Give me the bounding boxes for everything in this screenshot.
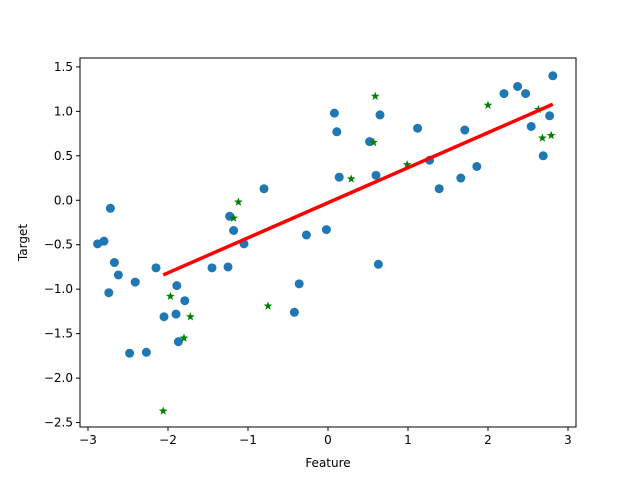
data-point-star bbox=[229, 213, 238, 222]
data-point-star bbox=[402, 160, 412, 169]
data-point-star bbox=[166, 291, 175, 301]
data-point-star bbox=[483, 100, 493, 109]
x-tick-label: 1 bbox=[404, 433, 412, 447]
data-point-star bbox=[263, 301, 273, 310]
data-point-circle bbox=[259, 184, 269, 194]
x-tick-label: 2 bbox=[484, 433, 492, 447]
data-point-circle bbox=[173, 337, 183, 347]
data-point-circle bbox=[104, 288, 114, 298]
data-point-circle bbox=[545, 111, 555, 121]
data-point-circle bbox=[229, 225, 239, 235]
data-point-circle bbox=[434, 184, 444, 194]
data-point-circle bbox=[171, 309, 181, 319]
data-point-circle bbox=[472, 161, 482, 171]
data-point-circle bbox=[159, 312, 169, 322]
y-tick-label: 1.0 bbox=[54, 104, 73, 118]
data-point-circle bbox=[371, 170, 381, 180]
data-point-circle bbox=[289, 307, 299, 317]
x-axis-label: Feature bbox=[305, 456, 350, 470]
y-tick-label: −1.0 bbox=[44, 282, 73, 296]
data-point-circle bbox=[172, 281, 182, 291]
data-point-circle bbox=[321, 225, 331, 235]
data-point-circle bbox=[105, 203, 115, 213]
data-point-circle bbox=[375, 110, 385, 120]
y-axis-ticks: −2.5 −2.0 −1.5 −1.0 −0.5 0.0 0.5 1.0 1.5 bbox=[44, 60, 80, 430]
data-point-star bbox=[234, 197, 243, 206]
data-point-circle bbox=[130, 277, 140, 287]
plot-area bbox=[93, 71, 558, 415]
x-tick-label: −1 bbox=[239, 433, 257, 447]
y-tick-label: 0.0 bbox=[54, 193, 73, 207]
data-point-circle bbox=[499, 89, 509, 99]
data-point-star bbox=[546, 130, 556, 140]
data-point-circle bbox=[413, 123, 423, 133]
data-point-circle bbox=[207, 263, 217, 273]
data-point-circle bbox=[301, 230, 311, 240]
x-axis-ticks: −3 −2 −1 0 1 2 3 bbox=[79, 427, 572, 447]
x-tick-label: 0 bbox=[324, 433, 332, 447]
y-axis-label: Target bbox=[16, 224, 30, 262]
y-tick-label: 1.5 bbox=[54, 60, 73, 74]
data-point-circle bbox=[329, 108, 339, 118]
data-point-circle bbox=[99, 236, 109, 246]
data-point-star bbox=[346, 174, 356, 183]
data-point-circle bbox=[151, 263, 161, 273]
data-point-circle bbox=[538, 151, 548, 161]
data-point-circle bbox=[180, 296, 190, 306]
data-point-star bbox=[186, 312, 195, 321]
data-point-circle bbox=[513, 81, 523, 91]
regression-line bbox=[162, 102, 554, 277]
data-point-circle bbox=[334, 172, 344, 182]
data-point-circle bbox=[141, 347, 151, 357]
data-point-star bbox=[370, 91, 380, 100]
data-point-circle bbox=[125, 348, 135, 358]
data-point-circle bbox=[526, 121, 536, 131]
data-point-star bbox=[538, 133, 547, 142]
x-tick-label: −3 bbox=[79, 433, 97, 447]
y-tick-label: −2.5 bbox=[44, 416, 73, 430]
y-tick-label: −2.0 bbox=[44, 371, 73, 385]
data-point-circle bbox=[460, 125, 470, 135]
data-point-circle bbox=[113, 270, 123, 280]
data-point-circle bbox=[373, 259, 383, 269]
data-point-circle bbox=[332, 127, 342, 137]
data-point-star bbox=[179, 333, 189, 342]
y-tick-label: −0.5 bbox=[44, 238, 73, 252]
data-point-circle bbox=[109, 258, 119, 268]
data-point-star bbox=[158, 406, 168, 415]
data-point-circle bbox=[456, 173, 466, 183]
x-tick-label: −2 bbox=[159, 433, 177, 447]
data-point-circle bbox=[294, 279, 304, 289]
y-tick-label: −1.5 bbox=[44, 327, 73, 341]
data-point-circle bbox=[548, 71, 558, 81]
data-point-circle bbox=[223, 262, 233, 272]
x-tick-label: 3 bbox=[564, 433, 572, 447]
data-point-circle bbox=[521, 89, 531, 99]
y-tick-label: 0.5 bbox=[54, 149, 73, 163]
data-point-star bbox=[369, 137, 378, 147]
